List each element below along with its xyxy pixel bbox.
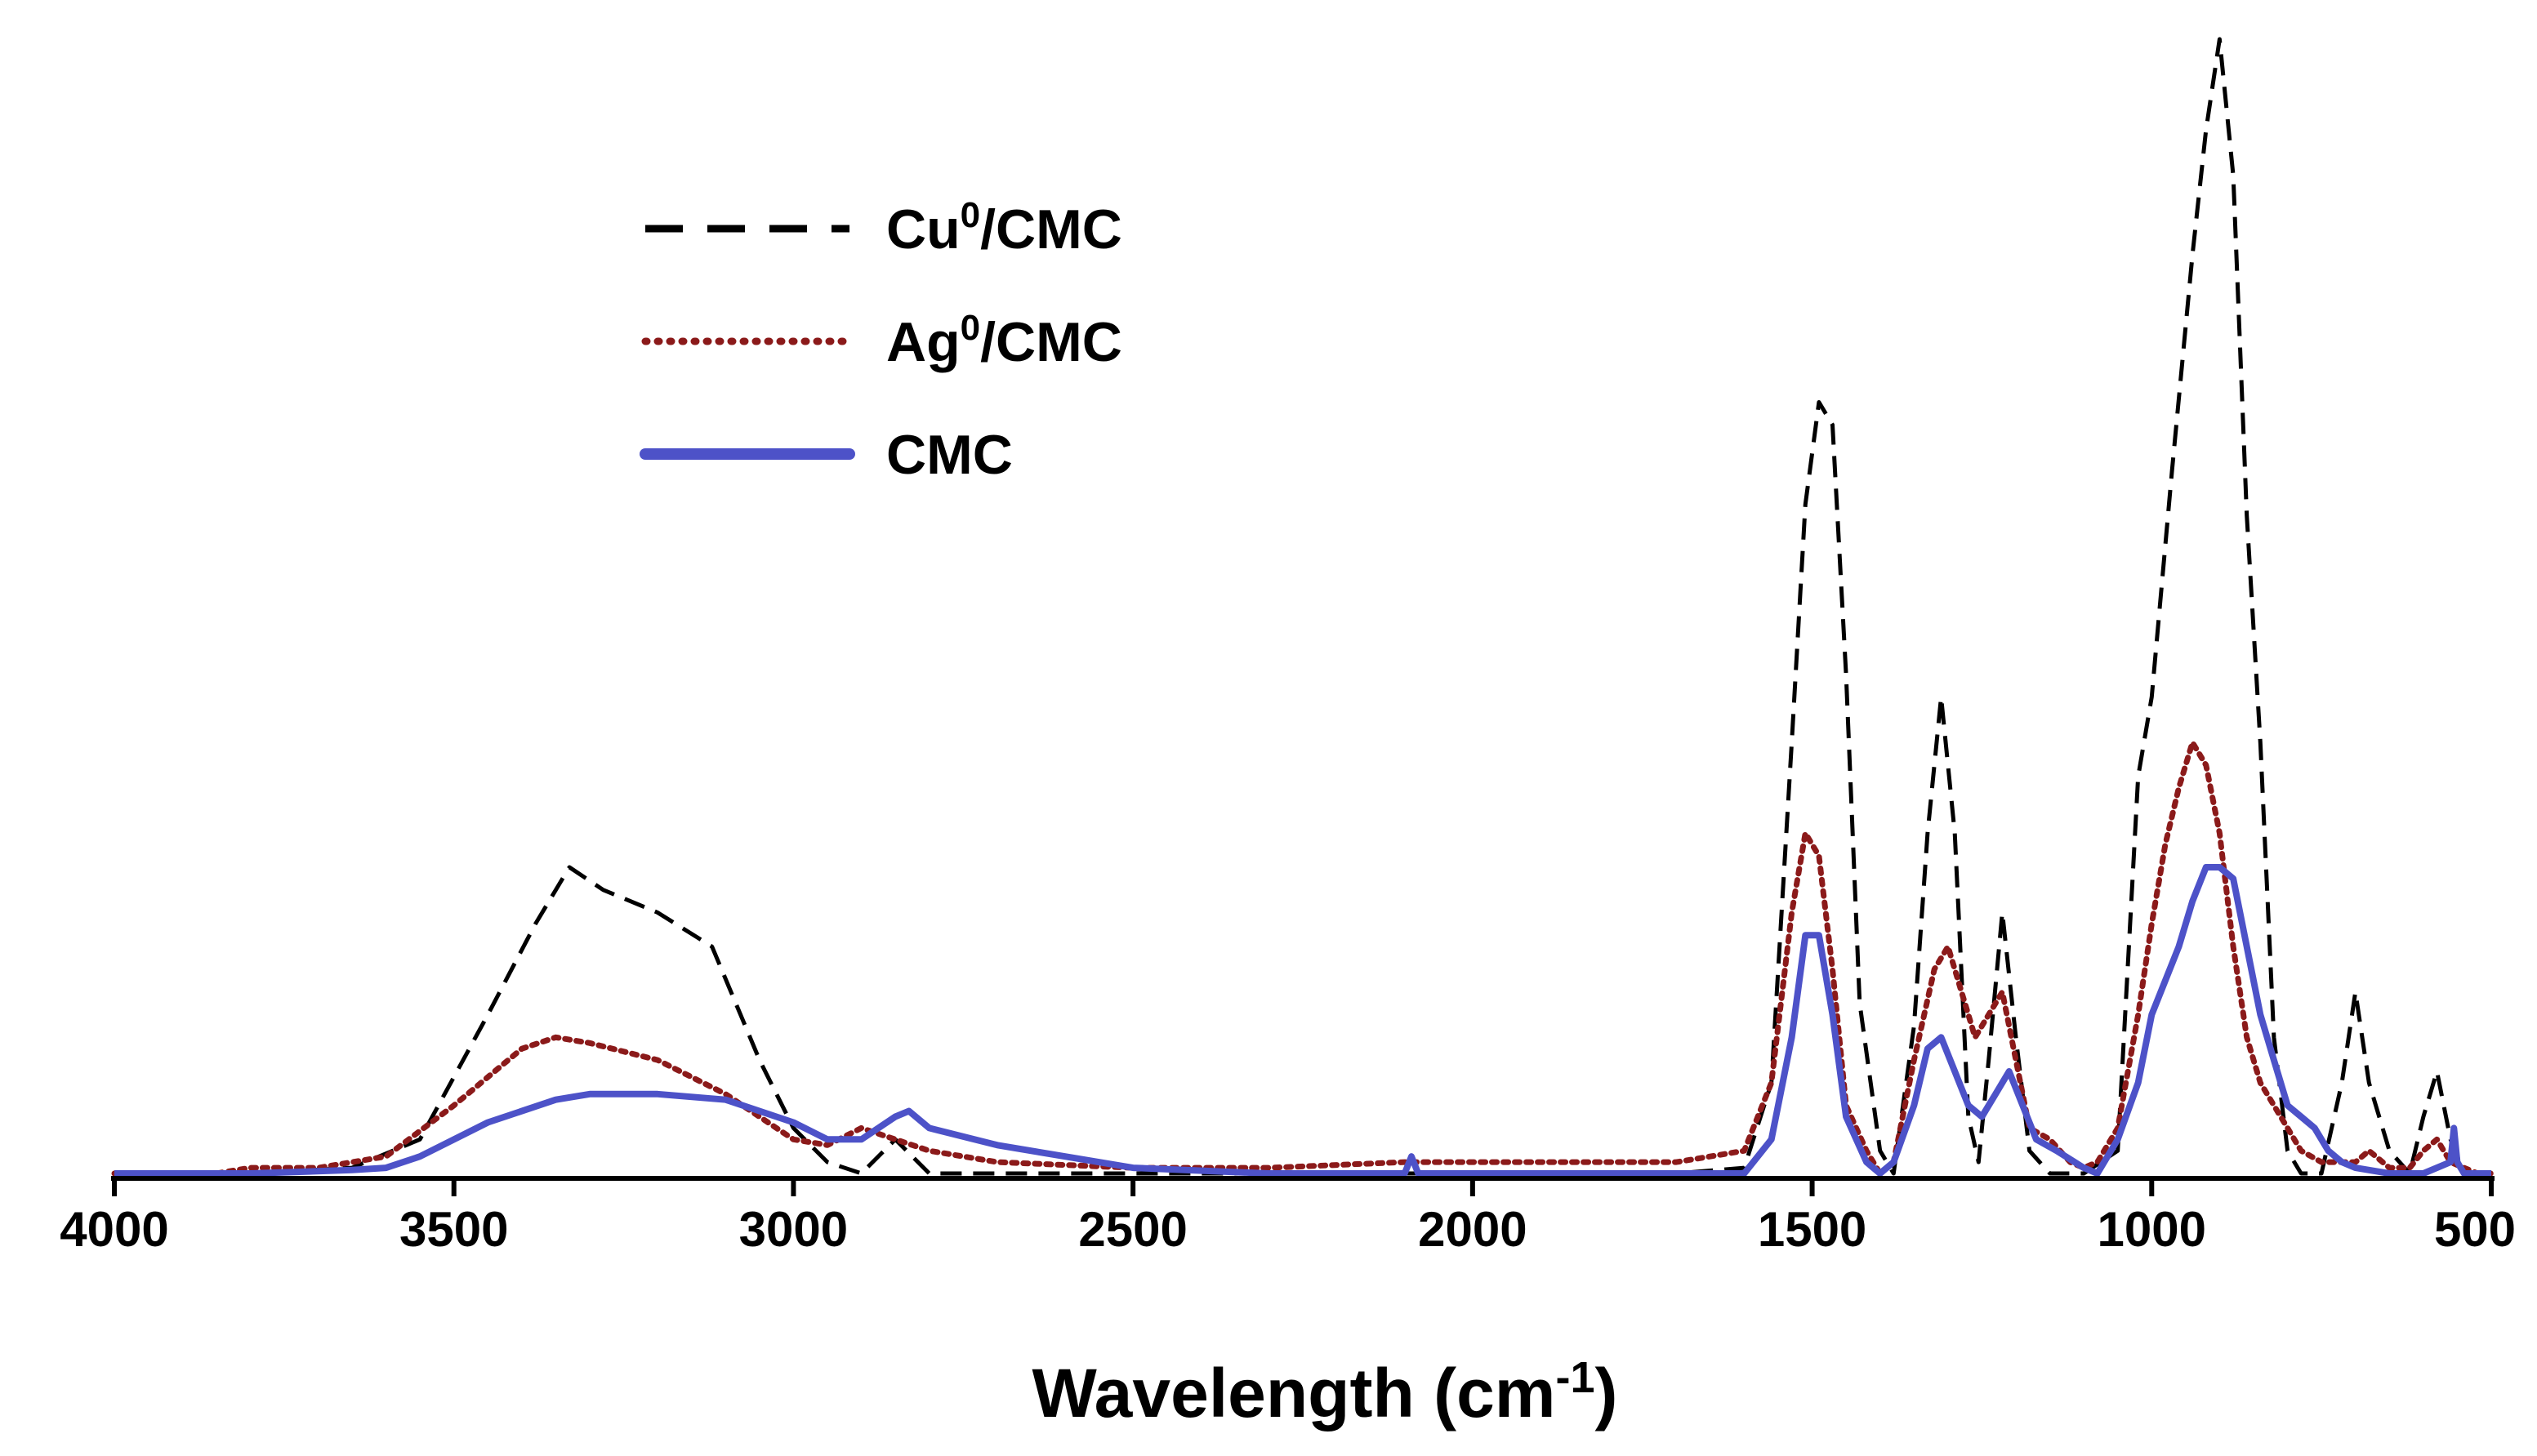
series-line-cu0-cmc: [114, 37, 2491, 1176]
legend-label-ag0-cmc: Ag0/CMC: [886, 308, 1122, 373]
series-line-cmc: [114, 864, 2491, 1177]
x-axis-tick-labels: 4000 3500 3000 2500 2000 1500 1000 500: [60, 1202, 2516, 1257]
x-axis-title-suffix: ): [1595, 1355, 1618, 1432]
legend: Cu0/CMC Ag0/CMC CMC: [640, 195, 1122, 486]
x-tick-label-3500: 3500: [399, 1202, 508, 1257]
x-tick-label-4000: 4000: [60, 1202, 168, 1257]
x-axis-title: Wavelength (cm-1): [1032, 1353, 1618, 1432]
x-tick-label-1000: 1000: [2098, 1202, 2206, 1257]
x-tick-label-2500: 2500: [1078, 1202, 1187, 1257]
x-axis-title-superscript: -1: [1556, 1353, 1595, 1402]
x-tick-label-2000: 2000: [1418, 1202, 1527, 1257]
x-tick-label-3000: 3000: [739, 1202, 848, 1257]
plot-lines: [111, 37, 2495, 1177]
legend-label-cu0-cmc: Cu0/CMC: [886, 195, 1122, 260]
x-axis-ticks: [112, 1178, 2494, 1196]
legend-label-cmc: CMC: [886, 424, 1013, 486]
series-line-ag0-cmc: [111, 739, 2495, 1177]
x-tick-label-1500: 1500: [1758, 1202, 1866, 1257]
x-tick-label-500: 500: [2434, 1202, 2516, 1257]
x-axis-title-main: Wavelength (cm: [1032, 1355, 1556, 1432]
